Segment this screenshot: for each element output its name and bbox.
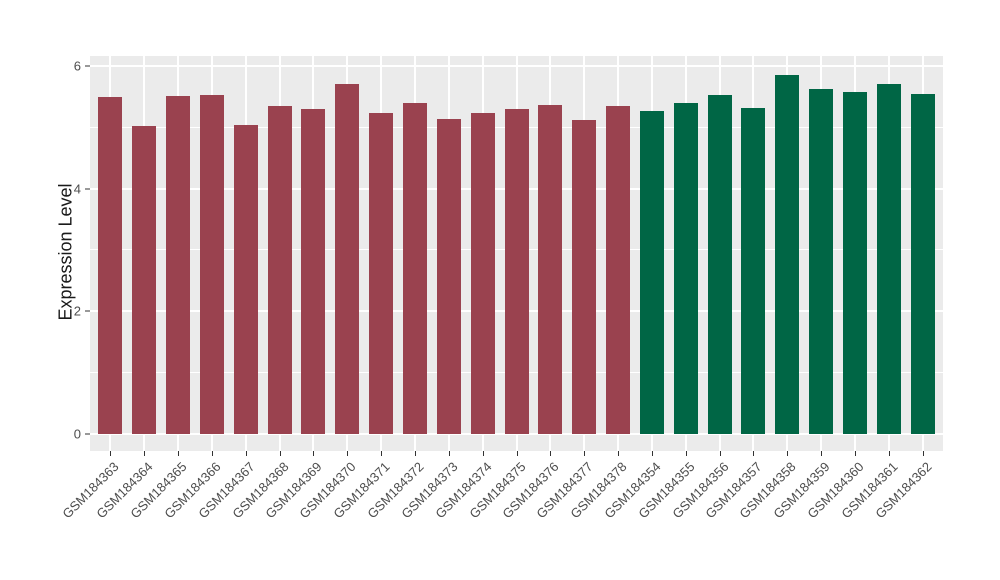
bar-GSM184363 bbox=[98, 96, 123, 434]
x-tick-mark bbox=[685, 451, 687, 456]
y-tick-label-6: 6 bbox=[73, 58, 81, 74]
bar-GSM184364 bbox=[132, 126, 157, 434]
bar-GSM184373 bbox=[436, 119, 461, 434]
bar-GSM184374 bbox=[470, 112, 495, 434]
x-tick-mark bbox=[381, 451, 383, 456]
bar-GSM184359 bbox=[809, 89, 834, 434]
x-tick-mark bbox=[178, 451, 179, 456]
x-tick-mark bbox=[313, 451, 315, 456]
bar-GSM184355 bbox=[673, 102, 698, 434]
y-tick-label-4: 4 bbox=[73, 181, 81, 196]
x-tick-mark bbox=[618, 451, 620, 456]
bar-GSM184377 bbox=[572, 119, 597, 434]
y-tick-label-2: 2 bbox=[73, 303, 81, 319]
bar-GSM184369 bbox=[301, 108, 326, 434]
bar-GSM184367 bbox=[233, 125, 258, 434]
x-tick-mark bbox=[550, 451, 552, 456]
x-tick-mark bbox=[279, 451, 281, 456]
bar-GSM184370 bbox=[335, 84, 360, 434]
bar-GSM184362 bbox=[910, 94, 935, 434]
bar-GSM184358 bbox=[775, 74, 800, 434]
y-tick-mark-6 bbox=[85, 65, 90, 67]
x-tick-mark bbox=[110, 451, 112, 456]
x-tick-mark bbox=[448, 451, 450, 456]
x-tick-mark bbox=[211, 451, 213, 456]
y-tick-label-0: 0 bbox=[73, 426, 81, 441]
bar-GSM184375 bbox=[504, 108, 529, 434]
x-tick-mark bbox=[482, 451, 484, 456]
y-axis-title: Expression Level bbox=[55, 183, 76, 321]
y-tick-mark-4 bbox=[85, 188, 90, 189]
bar-GSM184371 bbox=[369, 113, 394, 434]
x-tick-mark bbox=[854, 451, 856, 456]
bar-GSM184361 bbox=[876, 83, 901, 434]
x-tick-mark bbox=[347, 451, 349, 456]
bar-GSM184378 bbox=[606, 105, 631, 434]
bar-GSM184372 bbox=[402, 103, 427, 434]
bar-GSM184365 bbox=[166, 96, 190, 434]
x-tick-mark bbox=[821, 451, 823, 456]
bar-GSM184368 bbox=[267, 105, 292, 434]
x-tick-mark bbox=[719, 451, 721, 456]
x-tick-mark bbox=[584, 451, 586, 456]
bar-GSM184356 bbox=[707, 95, 732, 434]
bar-GSM184366 bbox=[199, 94, 224, 434]
x-tick-mark bbox=[245, 451, 247, 456]
x-tick-mark bbox=[888, 451, 890, 456]
bar-GSM184376 bbox=[538, 104, 563, 434]
bar-GSM184354 bbox=[639, 111, 664, 434]
x-tick-mark bbox=[787, 451, 789, 456]
bar-GSM184360 bbox=[842, 91, 867, 434]
x-tick-mark bbox=[144, 451, 146, 456]
x-tick-mark bbox=[753, 451, 755, 456]
x-tick-mark bbox=[922, 451, 924, 456]
x-tick-mark bbox=[516, 451, 518, 456]
y-tick-mark-0 bbox=[85, 433, 90, 434]
y-tick-mark-2 bbox=[85, 310, 90, 312]
bar-GSM184357 bbox=[741, 107, 766, 434]
x-tick-mark bbox=[651, 451, 653, 456]
x-tick-mark bbox=[414, 451, 416, 456]
plot-panel bbox=[90, 56, 943, 451]
